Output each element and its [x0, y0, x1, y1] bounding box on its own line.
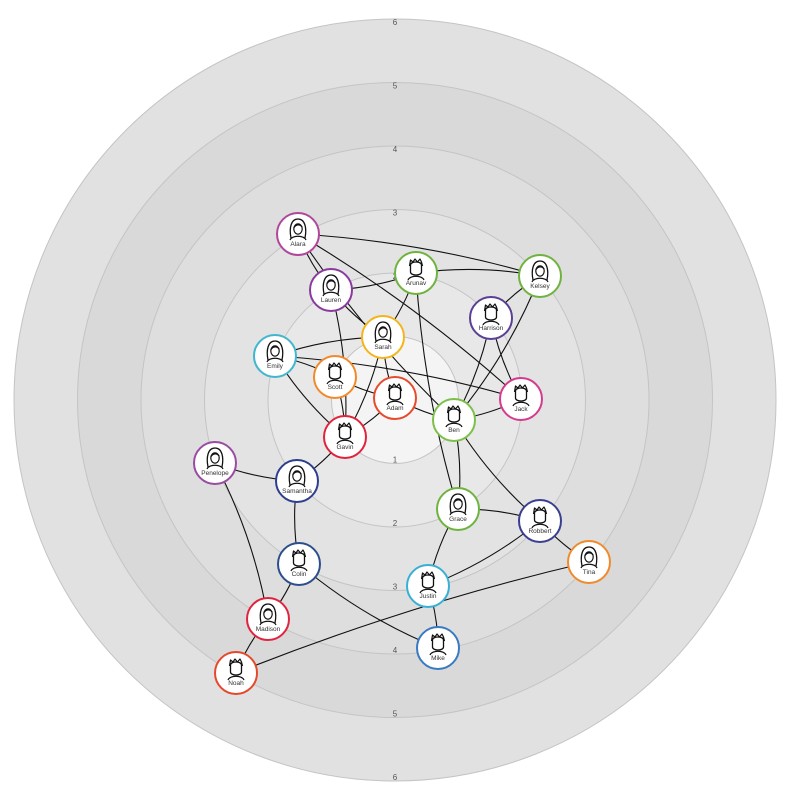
edge-alara-kelsey — [297, 233, 541, 277]
female-avatar-icon — [531, 260, 549, 283]
ring-label-bottom-6: 6 — [393, 773, 398, 782]
node-label: Robbert — [528, 528, 551, 535]
male-avatar-icon — [531, 506, 549, 529]
node-label: Noah — [228, 680, 244, 687]
node-grace[interactable]: Grace — [436, 487, 480, 531]
node-samantha[interactable]: Samantha — [275, 459, 319, 503]
node-jack[interactable]: Jack — [499, 377, 543, 421]
male-avatar-icon — [429, 633, 447, 656]
female-avatar-icon — [580, 546, 598, 569]
ring-label-top-4: 4 — [393, 145, 398, 154]
ring-label-bottom-2: 2 — [393, 519, 398, 528]
node-noah[interactable]: Noah — [214, 651, 258, 695]
edge-noah-tina — [235, 561, 590, 674]
node-label: Ben — [448, 427, 460, 434]
female-avatar-icon — [289, 218, 307, 241]
node-label: Sarah — [374, 344, 392, 351]
node-adam[interactable]: Adam — [373, 376, 417, 420]
node-label: Scott — [328, 384, 343, 391]
ring-label-bottom-5: 5 — [393, 710, 398, 719]
female-avatar-icon — [266, 340, 284, 363]
node-label: Gavin — [337, 444, 354, 451]
female-avatar-icon — [259, 603, 277, 626]
male-avatar-icon — [336, 422, 354, 445]
node-lauren[interactable]: Lauren — [309, 268, 353, 312]
node-label: Justin — [420, 593, 437, 600]
node-label: Arunav — [406, 280, 427, 287]
ring-label-bottom-1: 1 — [393, 456, 398, 465]
node-label: Adam — [387, 405, 404, 412]
male-avatar-icon — [227, 658, 245, 681]
node-penelope[interactable]: Penelope — [193, 441, 237, 485]
node-label: Madison — [256, 626, 281, 633]
node-label: Kelsey — [530, 283, 550, 290]
node-gavin[interactable]: Gavin — [323, 415, 367, 459]
node-kelsey[interactable]: Kelsey — [518, 254, 562, 298]
node-arunav[interactable]: Arunav — [394, 251, 438, 295]
male-avatar-icon — [445, 405, 463, 428]
male-avatar-icon — [290, 549, 308, 572]
male-avatar-icon — [407, 258, 425, 281]
female-avatar-icon — [322, 274, 340, 297]
female-avatar-icon — [374, 321, 392, 344]
node-label: Alara — [290, 241, 306, 248]
female-avatar-icon — [206, 447, 224, 470]
male-avatar-icon — [419, 571, 437, 594]
node-emily[interactable]: Emily — [253, 334, 297, 378]
node-harrison[interactable]: Harrison — [469, 296, 513, 340]
node-label: Tina — [583, 569, 596, 576]
edge-arunav-grace — [415, 272, 459, 510]
male-avatar-icon — [482, 303, 500, 326]
node-sarah[interactable]: Sarah — [361, 315, 405, 359]
node-ben[interactable]: Ben — [432, 398, 476, 442]
female-avatar-icon — [449, 493, 467, 516]
ring-label-top-5: 5 — [393, 82, 398, 91]
node-label: Colin — [292, 571, 307, 578]
node-colin[interactable]: Colin — [277, 542, 321, 586]
node-madison[interactable]: Madison — [246, 597, 290, 641]
node-label: Harrison — [479, 325, 504, 332]
edge-alara-jack — [297, 233, 522, 400]
node-label: Jack — [514, 406, 528, 413]
node-label: Lauren — [321, 297, 342, 304]
node-tina[interactable]: Tina — [567, 540, 611, 584]
male-avatar-icon — [386, 383, 404, 406]
node-mike[interactable]: Mike — [416, 626, 460, 670]
node-label: Samantha — [282, 488, 312, 495]
ring-label-bottom-3: 3 — [393, 583, 398, 592]
node-justin[interactable]: Justin — [406, 564, 450, 608]
node-robbert[interactable]: Robbert — [518, 499, 562, 543]
edge-emily-jack — [274, 355, 522, 400]
node-alara[interactable]: Alara — [276, 212, 320, 256]
ring-label-top-6: 6 — [393, 18, 398, 27]
node-label: Emily — [267, 363, 284, 370]
female-avatar-icon — [288, 465, 306, 488]
male-avatar-icon — [326, 362, 344, 385]
node-scott[interactable]: Scott — [313, 355, 357, 399]
node-label: Grace — [449, 516, 467, 523]
ring-label-bottom-4: 4 — [393, 646, 398, 655]
node-label: Penelope — [201, 470, 229, 477]
ring-label-top-3: 3 — [393, 209, 398, 218]
person-nodes: Alara Lauren Arunav Kelsey Harrison Sarah Emil… — [193, 212, 611, 695]
node-label: Mike — [431, 655, 445, 662]
male-avatar-icon — [512, 384, 530, 407]
